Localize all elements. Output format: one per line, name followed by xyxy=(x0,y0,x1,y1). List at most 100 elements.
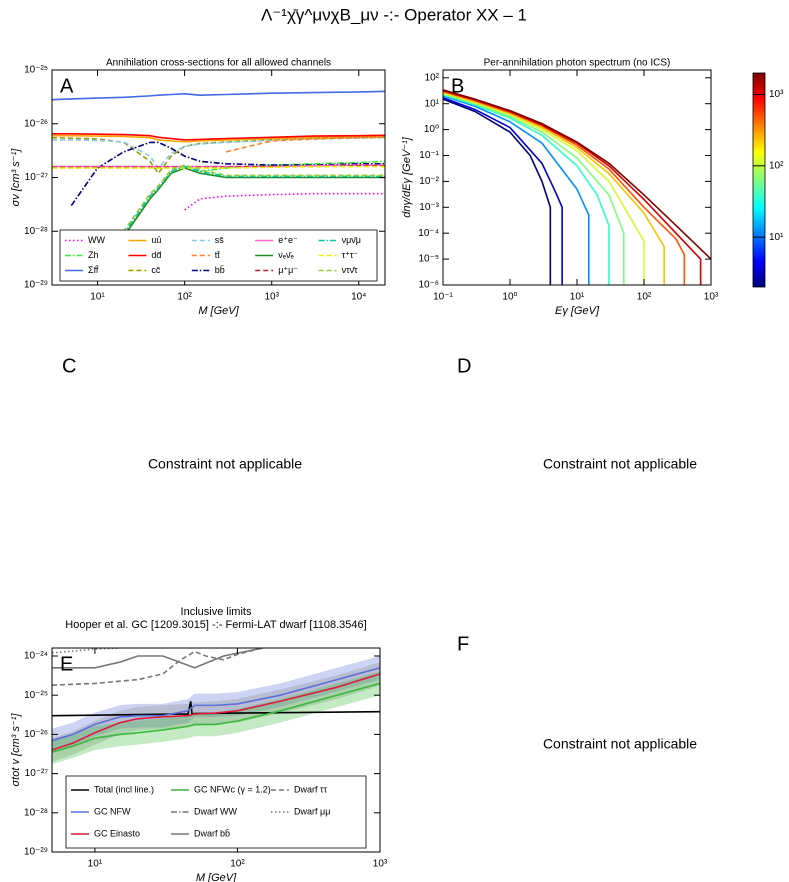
x-tick-label: 10² xyxy=(637,292,652,303)
x-tick-label: 10² xyxy=(177,292,192,303)
y-axis-label: σv [cm³ s⁻¹] xyxy=(10,148,22,207)
series-line xyxy=(443,89,711,260)
series-line xyxy=(52,673,380,751)
series-line xyxy=(52,682,380,754)
colorbar xyxy=(752,72,766,288)
panel-letter: E xyxy=(60,653,73,675)
legend-label: Σff̄ xyxy=(88,265,99,275)
x-tick-label: 10¹ xyxy=(88,859,103,870)
series-line xyxy=(52,165,385,169)
legend-label: τ⁺τ⁻ xyxy=(342,250,359,260)
legend-label: Dwarf ττ xyxy=(294,784,328,794)
legend-label: GC NFWc (γ = 1.2) xyxy=(194,784,271,794)
series-line xyxy=(96,167,385,276)
series-line xyxy=(52,136,385,175)
panel-letter: A xyxy=(60,75,74,97)
series-line xyxy=(225,136,385,153)
y-tick-label: 10⁻⁵ xyxy=(418,254,439,265)
y-tick-label: 10⁻⁴ xyxy=(418,228,439,239)
x-axis-label: Eγ [GeV] xyxy=(555,305,600,317)
plot-area xyxy=(443,70,711,285)
y-tick-label: 10⁻²⁸ xyxy=(24,807,48,818)
x-tick-label: 10⁴ xyxy=(351,292,366,303)
x-tick-label: 10⁻¹ xyxy=(433,292,453,303)
x-axis-label: M [GeV] xyxy=(196,872,237,882)
colorbar-tick-label: 10² xyxy=(769,160,784,171)
y-tick-label: 10⁻³ xyxy=(419,202,439,213)
legend-label: ss̄ xyxy=(215,235,225,245)
legend-label: dd̄ xyxy=(151,250,161,260)
series-line xyxy=(52,667,380,742)
panel-letter: C xyxy=(62,355,76,377)
legend-label: Dwarf bb̄ xyxy=(194,828,230,838)
panel-note: Constraint not applicable xyxy=(543,456,697,472)
y-tick-label: 10⁻²⁵ xyxy=(24,690,48,701)
series-line xyxy=(443,91,665,285)
band xyxy=(52,656,380,753)
legend-label: μ⁺μ⁻ xyxy=(278,265,298,275)
y-tick-label: 10⁻²⁶ xyxy=(24,118,48,129)
plot-frame xyxy=(51,647,381,853)
series-line xyxy=(443,94,610,285)
legend-label: GC NFW xyxy=(94,806,131,816)
y-tick-label: 10⁻² xyxy=(419,176,439,187)
y-tick-label: 10⁻²⁴ xyxy=(24,651,48,662)
figure-title: Λ⁻¹χ̄γ^μνχB_μν -:- Operator XX – 1 xyxy=(261,5,527,24)
y-tick-label: 10⁻²⁷ xyxy=(25,172,49,183)
series-line xyxy=(199,160,385,173)
series-line xyxy=(52,133,385,141)
series-line xyxy=(70,141,385,207)
chart-title: Inclusive limits xyxy=(181,606,252,618)
legend-label: WW xyxy=(88,235,105,245)
y-tick-label: 10¹ xyxy=(425,98,440,109)
panel-note: Constraint not applicable xyxy=(543,736,697,752)
band xyxy=(52,662,380,762)
legend-box xyxy=(65,775,367,849)
legend-label: e⁺e⁻ xyxy=(278,235,298,245)
legend-label: uū xyxy=(151,235,161,245)
y-tick-label: 10⁻²⁹ xyxy=(24,847,48,858)
x-tick-label: 10³ xyxy=(704,292,719,303)
legend-label: Dwarf WW xyxy=(194,806,237,816)
x-tick-label: 10⁰ xyxy=(502,292,517,303)
series-line xyxy=(443,96,563,285)
chart-title: Annihilation cross-sections for all allo… xyxy=(106,58,331,69)
series-line xyxy=(52,648,263,686)
y-tick-label: 10⁻⁶ xyxy=(418,280,439,291)
legend-label: GC Einasto xyxy=(94,828,140,838)
series-line xyxy=(443,98,552,285)
y-axis-label: dnγ/dEγ [GeV⁻¹] xyxy=(401,136,413,217)
panel-letter: D xyxy=(457,355,471,377)
y-tick-label: 10⁻²⁶ xyxy=(24,729,48,740)
y-tick-label: 10⁰ xyxy=(424,124,439,135)
series-line xyxy=(443,95,590,285)
chart-subtitle: Hooper et al. GC [1209.3015] -:- Fermi-L… xyxy=(65,619,366,631)
band xyxy=(52,671,380,765)
legend-label: Dwarf μμ xyxy=(294,806,330,816)
legend-label: Zh xyxy=(88,250,99,260)
colorbar-tick-label: 10¹ xyxy=(769,232,784,243)
legend-label: cc̄ xyxy=(151,265,161,275)
series-line xyxy=(52,134,385,143)
chart-title: Per-annihilation photon spectrum (no ICS… xyxy=(484,58,671,69)
legend-label: Total (incl line.) xyxy=(94,784,154,794)
legend-label: bb̄ xyxy=(215,265,225,275)
series-line xyxy=(96,165,385,275)
panel-letter: F xyxy=(457,633,469,655)
series-line xyxy=(443,90,686,285)
y-tick-label: 10⁻²⁸ xyxy=(24,226,48,237)
y-tick-label: 10⁻¹ xyxy=(419,150,439,161)
legend-label: ντν̄τ xyxy=(342,265,359,275)
x-tick-label: 10³ xyxy=(373,859,388,870)
x-axis-label: M [GeV] xyxy=(198,305,239,317)
x-tick-label: 10³ xyxy=(264,292,279,303)
y-tick-label: 10⁻²⁵ xyxy=(24,65,48,76)
y-axis-label: σtot v [cm³ s⁻¹] xyxy=(10,713,22,787)
panel-note: Constraint not applicable xyxy=(148,456,302,472)
x-tick-label: 10² xyxy=(230,859,245,870)
series-line xyxy=(443,93,625,285)
legend-label: νₑν̄ₑ xyxy=(278,250,294,260)
legend-box xyxy=(59,229,378,282)
series-line xyxy=(52,90,385,101)
